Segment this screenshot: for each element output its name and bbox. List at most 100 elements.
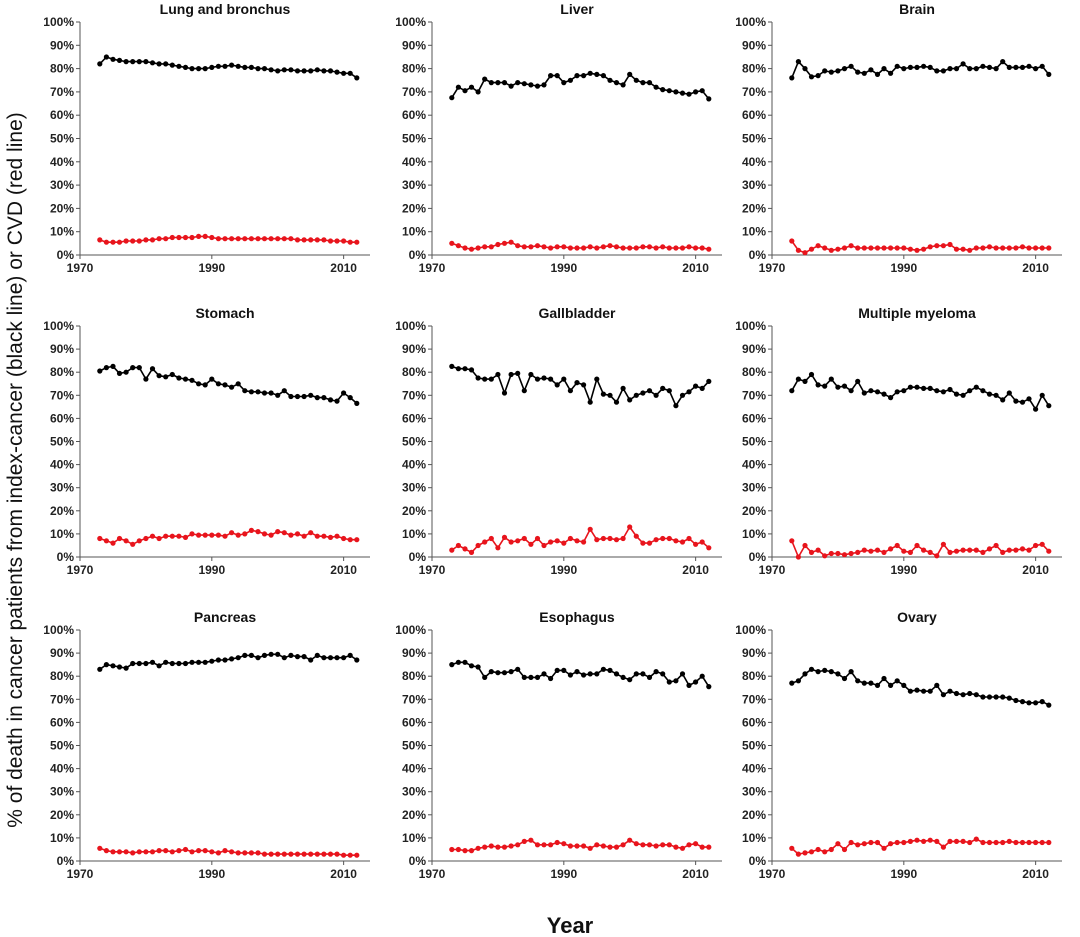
x-tick-label: 2010 (682, 563, 709, 577)
data-point (841, 66, 848, 72)
data-point (894, 245, 900, 251)
data-point (841, 383, 848, 389)
data-point (613, 399, 620, 405)
data-point (808, 371, 815, 378)
data-point (534, 243, 541, 249)
series-line (99, 365, 358, 405)
data-point (501, 534, 508, 541)
data-point (706, 844, 712, 850)
data-point (1000, 397, 1006, 403)
data-point (347, 652, 353, 659)
data-point (156, 236, 162, 242)
y-tick-label: 0% (57, 248, 75, 262)
data-point (660, 671, 666, 677)
data-point (488, 376, 494, 382)
data-point (1046, 548, 1052, 554)
data-point (874, 71, 881, 77)
data-point (182, 234, 189, 241)
data-point (163, 374, 169, 380)
panel-title: Ovary (897, 609, 937, 625)
y-tick-label: 70% (742, 388, 766, 402)
data-point (855, 69, 861, 75)
data-point (679, 392, 686, 398)
data-point (686, 91, 692, 97)
data-point (980, 694, 986, 700)
data-point (116, 849, 123, 855)
data-point (176, 63, 182, 69)
x-tick-label: 1990 (198, 563, 225, 577)
data-point (554, 244, 560, 250)
data-point (841, 245, 848, 251)
data-point (901, 839, 907, 846)
data-point (653, 392, 659, 398)
data-point (327, 534, 334, 541)
data-point (894, 839, 900, 846)
figure-x-axis-label: Year (547, 913, 594, 937)
data-point (281, 67, 287, 73)
data-point (242, 531, 248, 537)
data-point (828, 69, 834, 75)
data-point (314, 67, 320, 73)
data-point (495, 670, 501, 676)
data-point (347, 852, 353, 858)
data-point (607, 243, 613, 249)
data-point (235, 655, 241, 661)
panel-gallbladder: Gallbladder 0% 10% 20% 30% 40% 50% 60% 70% 80% 90%… (395, 305, 722, 577)
data-point (855, 842, 861, 848)
data-point (934, 243, 940, 249)
data-point (334, 238, 340, 244)
data-point (143, 849, 149, 855)
data-point (261, 66, 268, 72)
data-point (149, 659, 156, 665)
panel-title: Multiple myeloma (858, 305, 976, 321)
data-point (136, 538, 142, 544)
data-point (508, 239, 514, 245)
cvd-series (789, 836, 1052, 857)
data-point (229, 656, 235, 662)
data-point (354, 400, 360, 406)
data-point (281, 851, 287, 857)
data-point (327, 397, 334, 403)
data-point (587, 70, 593, 76)
data-point (1000, 59, 1006, 65)
y-tick-label: 30% (402, 481, 426, 495)
panel-ovary: Ovary 0% 10% 20% 30% 40% 50% 60% 70% 80% 90% 100% 19… (735, 609, 1062, 881)
data-point (455, 243, 461, 249)
data-point (455, 542, 461, 549)
x-tick-label: 2010 (1022, 867, 1049, 881)
series-line (451, 72, 710, 100)
data-point (196, 848, 202, 854)
data-point (841, 846, 848, 853)
index-cancer-series (97, 363, 360, 406)
data-point (130, 59, 136, 65)
data-point (888, 245, 894, 251)
data-point (347, 395, 353, 401)
data-point (123, 665, 129, 671)
data-point (947, 838, 953, 845)
data-point (848, 63, 854, 69)
data-point (640, 390, 646, 396)
y-tick-label: 20% (742, 504, 766, 518)
data-point (103, 538, 109, 544)
data-point (508, 669, 514, 675)
data-point (268, 390, 274, 396)
data-point (143, 59, 149, 65)
data-point (116, 370, 123, 376)
data-point (874, 245, 881, 251)
y-tick-label: 70% (742, 85, 766, 99)
data-point (861, 70, 867, 76)
data-point (567, 245, 574, 251)
data-point (462, 88, 468, 94)
data-point (294, 393, 301, 400)
data-point (888, 682, 894, 689)
y-tick-label: 50% (50, 739, 74, 753)
data-point (673, 538, 679, 544)
data-point (242, 388, 248, 394)
data-point (953, 548, 960, 554)
data-point (189, 849, 195, 855)
data-point (901, 548, 907, 554)
data-point (242, 850, 248, 856)
data-point (242, 652, 248, 659)
data-point (554, 382, 560, 388)
data-point (1033, 542, 1039, 549)
